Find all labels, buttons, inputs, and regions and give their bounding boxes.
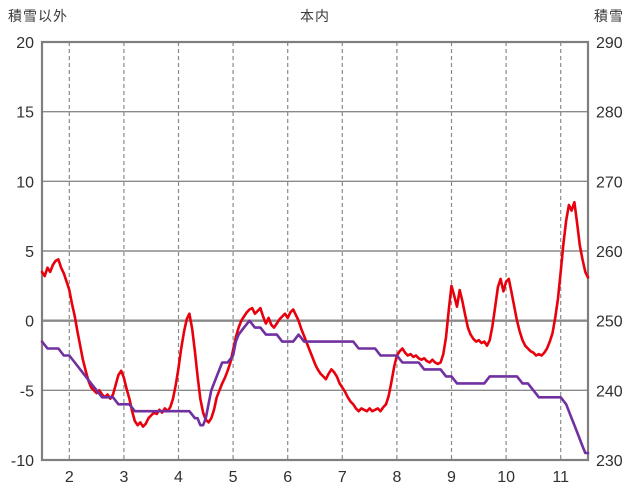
right-axis-tick-label: 290 bbox=[596, 35, 623, 52]
right-axis-tick-label: 250 bbox=[596, 314, 623, 331]
left-axis-tick-label: 20 bbox=[16, 35, 34, 52]
left-axis-tick-label: 5 bbox=[25, 244, 34, 261]
plot-frame bbox=[40, 40, 590, 462]
x-axis-tick-label: 4 bbox=[174, 469, 183, 486]
x-axis-tick-label: 8 bbox=[392, 469, 401, 486]
right-axis-tick-label: 270 bbox=[596, 174, 623, 191]
left-axis-tick-label: 10 bbox=[16, 174, 34, 191]
x-axis-tick-label: 11 bbox=[552, 469, 569, 486]
left-axis-tick-label: -10 bbox=[11, 453, 34, 470]
x-axis-tick-label: 2 bbox=[65, 469, 74, 486]
chart-title: 本内 bbox=[300, 8, 330, 24]
left-axis-tick-label: 0 bbox=[25, 314, 34, 331]
left-axis-tick-label: -5 bbox=[20, 383, 34, 400]
x-axis-tick-label: 7 bbox=[338, 469, 347, 486]
right-axis-tick-label: 260 bbox=[596, 244, 623, 261]
right-axis-tick-label: 240 bbox=[596, 383, 623, 400]
series-line-non-snow bbox=[40, 200, 590, 428]
x-axis-tick-label: 9 bbox=[447, 469, 456, 486]
left-axis-tick-label: 15 bbox=[16, 105, 34, 122]
x-axis-tick-label: 6 bbox=[283, 469, 292, 486]
right-axis-tick-label: 230 bbox=[596, 453, 623, 470]
x-axis-tick-label: 10 bbox=[497, 469, 515, 486]
series-line-snow bbox=[40, 319, 590, 455]
left-axis-title: 積雪以外 bbox=[8, 8, 68, 24]
x-axis-tick-label: 5 bbox=[229, 469, 238, 486]
right-axis-tick-label: 280 bbox=[596, 105, 623, 122]
right-axis-title: 積雪 bbox=[594, 8, 624, 24]
x-axis-tick-label: 3 bbox=[119, 469, 128, 486]
